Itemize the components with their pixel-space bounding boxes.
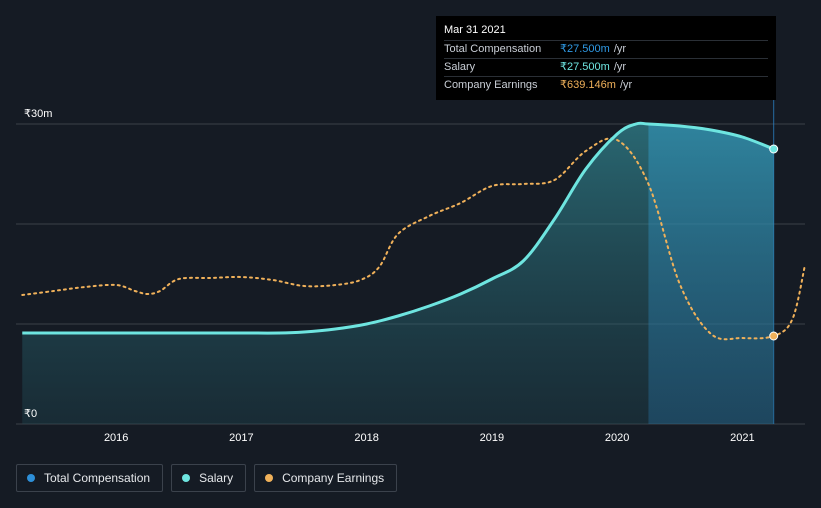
legend-item-total-compensation[interactable]: Total Compensation [16,464,164,492]
x-axis-labels: 2016 2017 2018 2019 2020 2021 [104,432,755,444]
legend: Total Compensation Salary Company Earnin… [16,464,398,492]
x-tick-label: 2017 [229,432,253,444]
total-compensation-area [22,123,774,424]
legend-dot-earnings-icon [265,474,274,482]
earnings-marker [769,331,779,341]
legend-item-company-earnings[interactable]: Company Earnings [254,464,398,492]
tooltip-row-salary: Salary ₹27.500m /yr [444,58,768,76]
legend-label-salary: Salary [199,471,234,485]
y-axis-labels: ₹0 ₹30m [24,108,52,420]
x-tick-label: 2020 [605,432,629,444]
tooltip-label-total: Total Compensation [444,43,542,55]
area-layer [22,123,774,424]
tooltip-label-salary: Salary [444,61,476,73]
tooltip: Mar 31 2021 Total Compensation ₹27.500m … [436,16,776,100]
legend-dot-salary-icon [182,474,191,482]
company-earnings-line [21,137,806,341]
tooltip-value-total: ₹27.500m [560,43,610,55]
tooltip-row-total: Total Compensation ₹27.500m /yr [444,40,768,58]
legend-label-earnings: Company Earnings [282,471,385,485]
tooltip-date: Mar 31 2021 [444,24,506,36]
tooltip-value-salary: ₹27.500m [560,61,610,73]
y-tick-label-max: ₹30m [24,108,52,120]
legend-label-total: Total Compensation [44,471,151,485]
tooltip-row-earnings: Company Earnings ₹639.146m /yr [444,76,768,94]
tooltip-value-earnings: ₹639.146m [560,79,616,91]
tooltip-unit-salary: /yr [613,61,627,73]
x-tick-label: 2016 [104,432,128,444]
x-tick-label: 2018 [354,432,378,444]
legend-dot-total-icon [27,474,35,482]
marker-layer [769,144,779,341]
tooltip-label-earnings: Company Earnings [444,79,538,91]
tooltip-unit-earnings: /yr [619,79,633,91]
x-tick-label: 2021 [730,432,754,444]
legend-item-salary[interactable]: Salary [171,464,247,492]
line-layer [21,121,806,341]
y-tick-label-min: ₹0 [24,408,37,420]
salary-marker [769,144,779,154]
salary-line [22,121,775,335]
tooltip-unit-total: /yr [613,43,627,55]
x-tick-label: 2019 [480,432,504,444]
